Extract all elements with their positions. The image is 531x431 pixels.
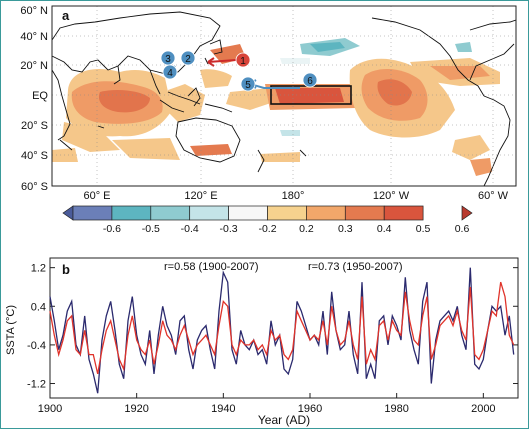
colorbar-tick: -0.3 (220, 223, 238, 235)
colorbar-segment (150, 205, 191, 221)
y-tick-label: -0.4 (27, 340, 46, 352)
marker-2-label: 2 (185, 54, 191, 65)
marker-1-circle (235, 52, 251, 68)
colorbar-tick: 0.3 (338, 223, 353, 235)
colorbar-tick: -0.6 (103, 223, 121, 235)
colorbar-segment (383, 205, 424, 221)
map-y-ticks: 60° N 40° N 20° N EQ 20° S 40° S 60° S (20, 5, 48, 193)
map-y-tick: 40° N (20, 31, 48, 43)
colorbar-segment (267, 205, 307, 221)
x-tick-label: 1920 (124, 403, 148, 415)
colorbar-tick: -0.4 (181, 223, 199, 235)
colorbar-segment (306, 205, 346, 221)
map-y-tick: 60° S (21, 181, 48, 193)
map-y-tick: 20° S (21, 120, 48, 132)
marker-1-label: 1 (240, 56, 246, 67)
panel-a-label: a (62, 8, 70, 23)
marker-4-circle (162, 64, 178, 80)
marker-3-label: 3 (165, 54, 171, 65)
x-axis-label: Year (AD) (258, 413, 310, 427)
map-y-tick: 20° N (20, 60, 48, 72)
y-axis-label: SSTA (°C) (5, 305, 17, 355)
annotation-r-1900-2007: r=0.58 (1900-2007) (164, 261, 258, 273)
map-x-tick: 120° E (184, 190, 217, 202)
x-tick-label: 2000 (471, 403, 495, 415)
x-tick-label: 1940 (211, 403, 235, 415)
colorbar-segment (72, 205, 113, 221)
plot-area (49, 257, 519, 399)
colorbar-tick: 0.5 (416, 223, 431, 235)
colorbar-segment (344, 205, 385, 221)
colorbar-tick: -0.5 (142, 223, 160, 235)
colorbar-tick: 0.6 (455, 223, 470, 235)
colorbar-tick: 0.2 (299, 223, 314, 235)
panel-b-chart: b r=0.58 (1900-2007) r=0.73 (1950-2007) … (5, 257, 519, 427)
marker-6-circle (302, 72, 318, 88)
colorbar-left-arrow (62, 205, 74, 221)
map-y-tick: 40° S (21, 150, 48, 162)
marker-2-circle (180, 50, 196, 66)
map-x-tick: 60° E (83, 190, 110, 202)
map-x-tick: 60° W (478, 190, 509, 202)
map-x-ticks: 60° E 120° E 180° 120° W 60° W (83, 190, 508, 202)
colorbar-tick: -0.2 (258, 223, 276, 235)
colorbar-right-arrow (461, 205, 473, 221)
line-axes: 1.2 0.4 -0.4 -1.2 1900 1920 1940 1960 1980 2000 (27, 263, 518, 415)
colorbar-tick: 0.4 (377, 223, 392, 235)
colorbar: -0.6 -0.5 -0.4 -0.3 -0.2 0.2 0.3 0.4 0.5 0.6 (62, 205, 473, 235)
panel-b-label: b (62, 262, 70, 277)
series-line-0 (49, 267, 515, 394)
x-tick-label: 1980 (384, 403, 408, 415)
markers: 1 2 3 4 5 6 (160, 50, 318, 92)
line-series (49, 267, 515, 394)
marker-5-label: 5 (245, 80, 251, 91)
map-x-tick: 120° W (373, 190, 410, 202)
marker-4-label: 4 (167, 68, 173, 79)
colorbar-segment (228, 205, 268, 221)
colorbar-segment (111, 205, 152, 221)
map-gridlines (52, 6, 516, 186)
y-tick-label: -1.2 (27, 379, 46, 391)
cool-anomaly-region (280, 38, 472, 136)
y-tick-label: 0.4 (31, 301, 46, 313)
x-tick-label: 1900 (38, 403, 62, 415)
map-y-tick: 60° N (20, 5, 48, 17)
series-line-1 (49, 281, 515, 375)
coastlines (52, 11, 516, 186)
map-y-tick: EQ (32, 90, 48, 102)
colorbar-segment (189, 205, 229, 221)
marker-6-label: 6 (307, 76, 313, 87)
map-x-tick: 180° (282, 190, 305, 202)
annotation-r-1950-2007: r=0.73 (1950-2007) (308, 261, 402, 273)
y-tick-label: 1.2 (31, 263, 46, 275)
marker-5-circle (240, 76, 256, 92)
x-tick-label: 1960 (298, 403, 322, 415)
